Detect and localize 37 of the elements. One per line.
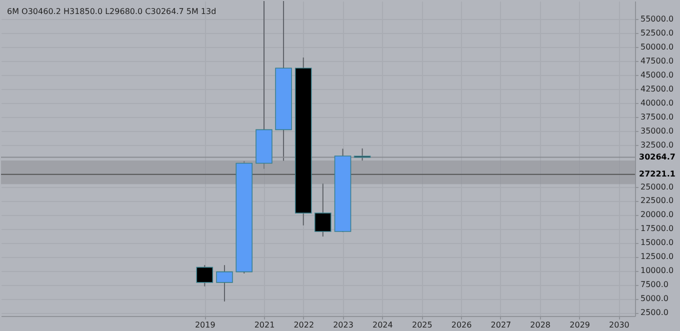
y-tick-label: 35000.0 — [640, 126, 674, 136]
x-tick-label: 2030 — [609, 320, 630, 330]
x-tick-label: 2029 — [570, 320, 590, 330]
text: 6M O30460.2 H31850.0 L29680.0 C30264.7 5M 13d — [7, 7, 216, 16]
y-tick-label: 2500.0 — [640, 308, 668, 318]
y-tick-label: 7500.0 — [640, 280, 668, 290]
y-tick-label: 52500.0 — [640, 28, 674, 38]
y-tick-label: 40000.0 — [640, 98, 674, 108]
candlestick — [216, 264, 233, 302]
y-tick-label: 5000.0 — [640, 294, 668, 304]
x-tick-label: 2027 — [490, 320, 512, 330]
y-tick-label: 12500.0 — [640, 252, 674, 262]
y-tick-label: 55000.0 — [640, 14, 674, 24]
y-tick-label: 50000.0 — [640, 42, 674, 52]
ref-line-label: 30264.7 — [639, 152, 676, 162]
y-tick-label: 20000.0 — [640, 210, 674, 220]
y-tick-label: 32500.0 — [640, 140, 674, 150]
candlestick — [314, 182, 332, 238]
y-tick-label: 45000.0 — [640, 70, 674, 80]
x-tick-label: 2022 — [294, 320, 314, 330]
y-tick-label: 22500.0 — [640, 196, 674, 206]
candlestick — [196, 264, 214, 287]
y-tick-label: 25000.0 — [640, 182, 674, 192]
x-tick-label: 2019 — [194, 320, 216, 330]
x-tick-label: 2028 — [530, 320, 550, 330]
y-tick-label: 10000.0 — [640, 266, 674, 276]
y-tick-label: 15000.0 — [640, 238, 674, 248]
ref-line-label: 27221.1 — [639, 169, 676, 178]
y-tick-label: 42500.0 — [640, 84, 674, 94]
x-tick-label: 2023 — [333, 320, 354, 330]
y-tick-label: 37500.0 — [640, 112, 674, 122]
x-tick-label: 2026 — [451, 320, 472, 330]
x-tick-label: 2021 — [254, 320, 275, 330]
y-tick-label: 47500.0 — [640, 56, 674, 66]
x-tick-label: 2025 — [412, 320, 432, 330]
x-tick-label: 2024 — [372, 320, 393, 330]
y-tick-label: 17500.0 — [640, 224, 674, 234]
